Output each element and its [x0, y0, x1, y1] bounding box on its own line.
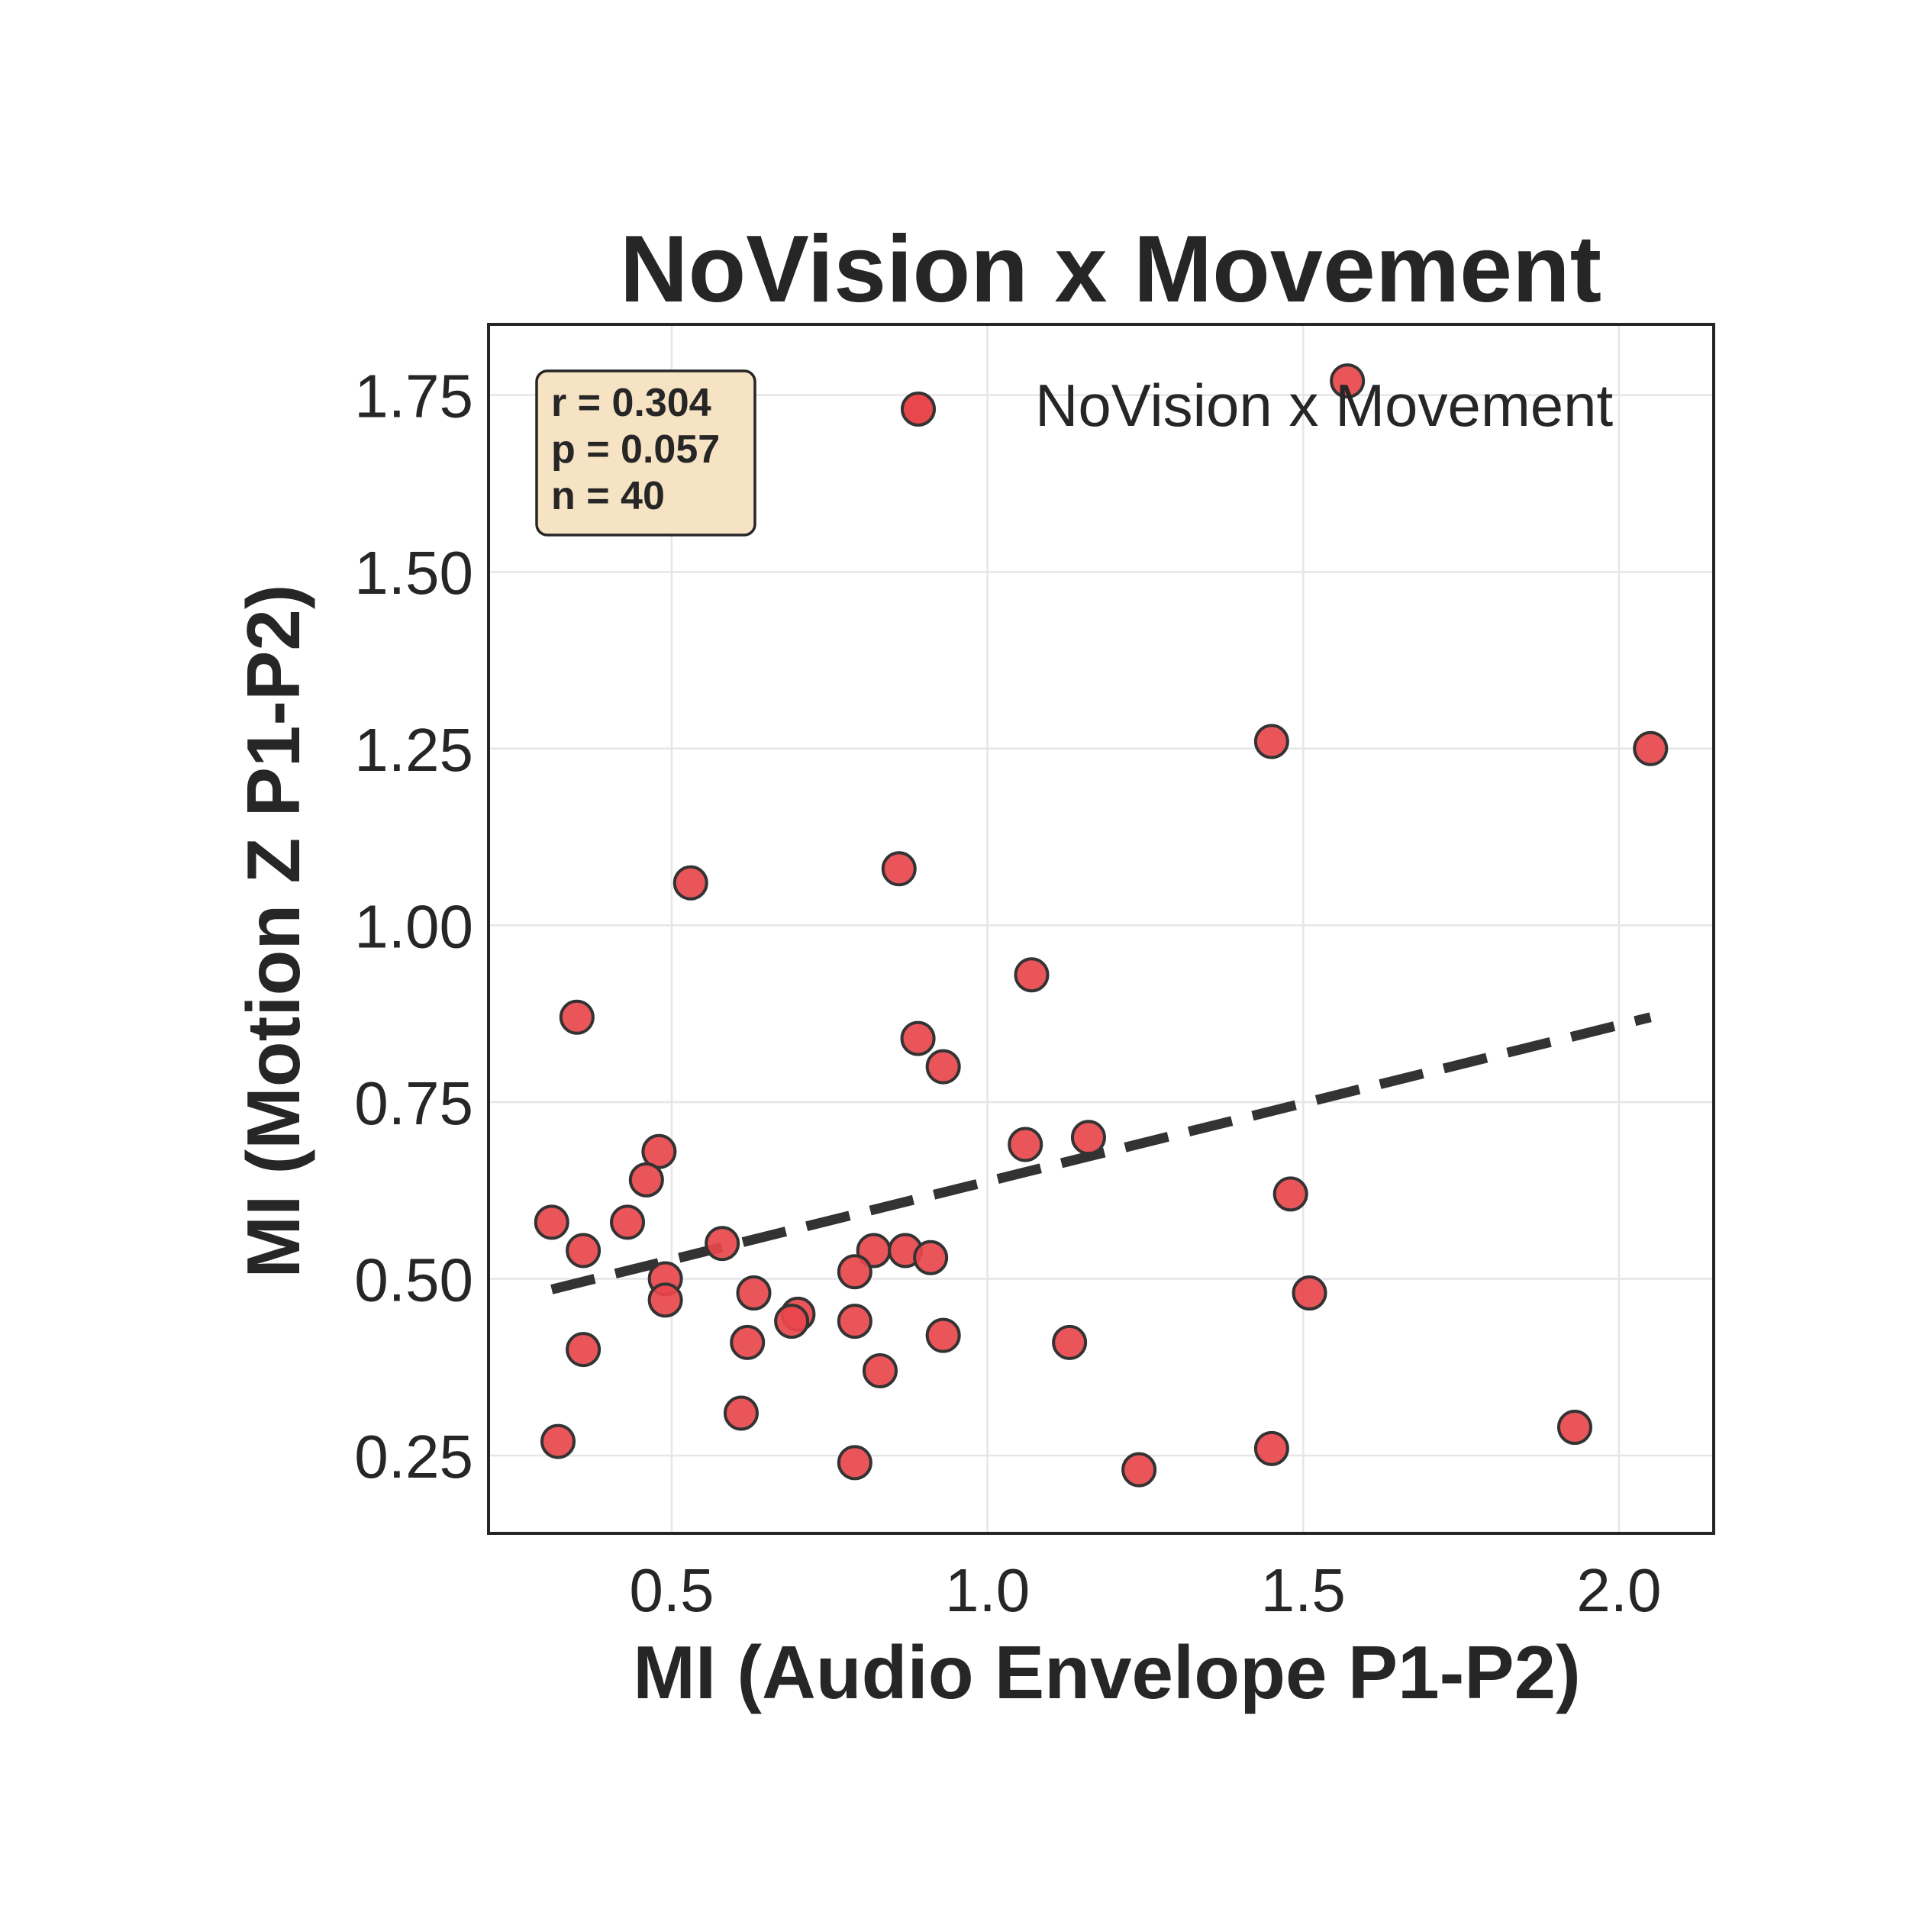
scatter-point [705, 1226, 740, 1262]
y-tick-label: 1.00 [354, 892, 473, 960]
scatter-point [837, 1304, 872, 1339]
legend-label: NoVision x Movement [1035, 372, 1614, 439]
legend: NoVision x Movement [901, 372, 1614, 439]
scatter-point [736, 1275, 772, 1311]
scatter-point [774, 1304, 810, 1339]
scatter-point [925, 1317, 961, 1353]
scatter-point [1253, 1430, 1289, 1466]
stats-annotation: r = 0.304 p = 0.057 n = 40 [535, 369, 756, 537]
x-tick-label: 0.5 [629, 1556, 714, 1624]
scatter-point [1008, 1127, 1043, 1162]
stats-p-value: p = 0.057 [551, 427, 720, 472]
y-tick-label: 1.25 [354, 716, 473, 784]
scatter-point [1014, 957, 1050, 993]
plot-frame [487, 323, 1715, 1535]
scatter-point [1272, 1176, 1308, 1212]
scatter-point [1292, 1275, 1327, 1311]
y-tick-label: 0.25 [354, 1423, 473, 1491]
chart-title: NoVision x Movement [620, 217, 1601, 322]
y-axis-ticks: 0.25 0.50 0.75 1.00 1.25 1.50 1.75 [354, 363, 473, 1491]
scatter-point [1556, 1410, 1592, 1446]
scatter-point [1121, 1452, 1157, 1488]
scatter-point [559, 999, 595, 1035]
scatter-point [566, 1233, 602, 1269]
stats-box-background [535, 369, 756, 537]
y-tick-label: 1.75 [354, 363, 473, 430]
scatter-point [730, 1324, 766, 1360]
x-axis-label: MI (Audio Envelope P1-P2) [633, 1630, 1580, 1714]
scatter-point [1253, 724, 1289, 759]
stats-n-value: n = 40 [551, 474, 665, 518]
scatter-point [641, 1133, 677, 1169]
scatter-point [610, 1204, 646, 1240]
x-axis-ticks: 0.5 1.0 1.5 2.0 [629, 1556, 1661, 1624]
y-tick-label: 0.50 [354, 1246, 473, 1314]
scatter-point [900, 1020, 936, 1056]
x-tick-label: 1.5 [1261, 1556, 1346, 1624]
y-tick-label: 1.50 [354, 539, 473, 607]
y-axis-label: MI (Motion Z P1-P2) [231, 584, 315, 1278]
scatter-point [1052, 1324, 1088, 1360]
trendline-layer [550, 1012, 1652, 1294]
y-tick-label: 0.75 [354, 1069, 473, 1137]
scatter-point [723, 1395, 759, 1431]
scatter-point [913, 1240, 949, 1275]
stats-r-value: r = 0.304 [551, 381, 711, 425]
scatter-point [925, 1049, 961, 1085]
scatter-points [534, 363, 1669, 1488]
scatter-point [540, 1423, 576, 1459]
scatter-point [837, 1445, 872, 1481]
scatter-point [566, 1332, 602, 1368]
x-tick-label: 1.0 [945, 1556, 1030, 1624]
scatter-point [1330, 363, 1366, 399]
scatter-point [647, 1282, 683, 1318]
scatter-point [1633, 730, 1669, 766]
x-tick-label: 2.0 [1576, 1556, 1661, 1624]
scatter-point [881, 851, 917, 887]
trend-line [550, 1012, 1652, 1294]
scatter-point [628, 1162, 664, 1198]
scatter-point [534, 1204, 569, 1240]
scatter-point [837, 1254, 872, 1290]
scatter-point [862, 1352, 898, 1388]
scatter-point [672, 865, 708, 901]
legend-marker [901, 392, 936, 427]
scatter-point [1070, 1120, 1106, 1156]
